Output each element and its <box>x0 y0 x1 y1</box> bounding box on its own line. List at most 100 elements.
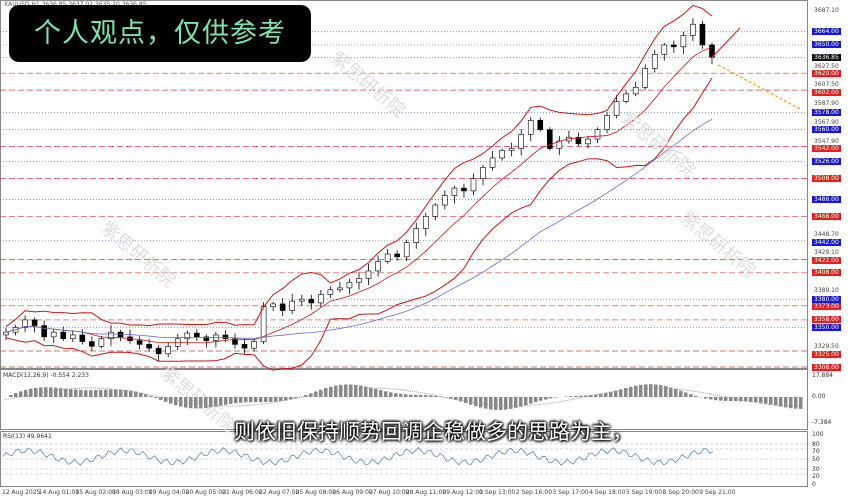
candle-body <box>136 340 143 345</box>
macd-bar <box>159 397 163 400</box>
rsi-axis-label: 80 <box>812 441 820 448</box>
macd-bar <box>749 397 753 402</box>
time-label: 20 Aug 05:00 <box>185 489 226 496</box>
macd-axis-label: 0.00 <box>812 393 826 400</box>
macd-bar <box>759 397 763 403</box>
macd-bar <box>264 397 268 402</box>
macd-bar <box>139 392 143 397</box>
price-label: 3429.10 <box>814 249 839 257</box>
macd-bar <box>39 387 43 397</box>
macd-bar <box>254 397 258 403</box>
candle-body <box>470 178 477 192</box>
time-label: 26 Aug 09:00 <box>332 489 373 496</box>
price-label: 3567.90 <box>814 118 839 126</box>
candle-body <box>651 54 658 69</box>
candle-body <box>146 344 152 349</box>
macd-bar <box>9 394 13 397</box>
macd-bar <box>544 397 548 400</box>
macd-bar <box>289 397 293 400</box>
time-label: 18 Aug 03:00 <box>112 489 153 496</box>
macd-bar <box>104 389 108 397</box>
macd-bar <box>114 389 118 397</box>
price-label: 3664.00 <box>812 28 841 36</box>
price-label: 3587.90 <box>814 99 839 107</box>
macd-bar <box>659 385 663 397</box>
candle-body <box>232 338 238 345</box>
moving-average <box>5 119 713 339</box>
macd-bar <box>229 397 233 404</box>
candle-body <box>451 187 458 196</box>
candle-body <box>661 44 668 55</box>
macd-bar <box>644 384 648 397</box>
macd-bar <box>119 389 123 397</box>
macd-bar <box>384 391 388 397</box>
price-label: 3389.10 <box>814 287 839 295</box>
macd-bar <box>49 387 53 397</box>
candle-body <box>184 332 191 340</box>
macd-bar <box>784 397 788 408</box>
price-label: 3422.00 <box>812 257 841 265</box>
macd-bar <box>579 395 583 397</box>
macd-bar <box>209 397 213 408</box>
rsi-label: RSI(13) 49.9641 <box>3 433 52 440</box>
candle-body <box>279 303 286 311</box>
price-label: 3308.00 <box>812 363 841 371</box>
macd-bar <box>379 390 383 397</box>
price-label: 3358.00 <box>812 316 841 324</box>
price-label: 3329.50 <box>814 343 839 351</box>
bollinger-lower <box>5 77 713 371</box>
macd-bar <box>389 392 393 397</box>
price-label: 3373.00 <box>812 303 841 311</box>
candle-body <box>337 287 343 291</box>
time-label: 22 Aug 07:00 <box>258 489 300 496</box>
time-label: 5 Sep 19:00 <box>625 489 663 496</box>
macd-bar <box>394 393 398 397</box>
price-label: 3542.00 <box>812 145 841 153</box>
macd-bar <box>779 397 783 407</box>
macd-bar <box>794 397 798 409</box>
candle-body <box>165 345 171 355</box>
time-label: 9 Sep 21:00 <box>699 489 736 496</box>
macd-bar <box>729 397 733 402</box>
macd-bar <box>674 388 678 397</box>
macd-bar <box>349 384 353 397</box>
macd-bar <box>764 397 768 404</box>
macd-bar <box>799 397 803 409</box>
price-panel <box>0 0 808 369</box>
macd-bar <box>324 388 328 397</box>
symbol-info: XAUUSD,H1 3636.85 3637.02 3635.20 3636.8… <box>4 1 147 8</box>
macd-bar <box>334 385 338 397</box>
candle-body <box>623 93 629 102</box>
price-label: 3408.00 <box>812 269 841 277</box>
macd-bar <box>374 388 378 397</box>
candle-body <box>327 289 334 295</box>
price-label: 3442.00 <box>812 238 841 246</box>
price-label: 3687.10 <box>814 6 839 14</box>
candle-body <box>289 300 296 311</box>
macd-bar <box>739 397 743 402</box>
macd-bar <box>54 387 58 397</box>
macd-bar <box>14 393 18 397</box>
macd-bar <box>669 387 673 397</box>
macd-bar <box>509 397 513 409</box>
candle-body <box>222 334 229 340</box>
macd-bar <box>129 390 133 397</box>
macd-bar <box>569 396 573 397</box>
macd-bar <box>314 391 318 397</box>
time-label: 8 Sep 20:00 <box>662 489 699 496</box>
macd-bar <box>149 396 153 397</box>
price-label: 3547.90 <box>814 137 839 145</box>
candle-body <box>194 332 200 338</box>
candle-body <box>3 331 9 336</box>
macd-bar <box>429 395 433 397</box>
macd-bar <box>719 397 723 401</box>
macd-bar <box>774 397 778 406</box>
macd-bar <box>64 388 68 397</box>
time-label: 12 Aug 2025 <box>2 489 41 496</box>
candle-body <box>318 294 324 304</box>
price-label: 3636.85 <box>812 53 841 61</box>
macd-bar <box>419 394 423 397</box>
macd-bar <box>94 390 98 397</box>
candle-body <box>671 44 677 48</box>
